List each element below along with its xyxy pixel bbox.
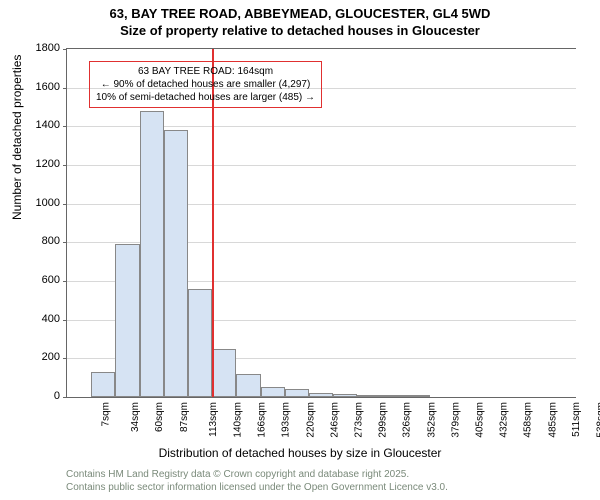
histogram-bar xyxy=(333,394,357,397)
histogram-bar xyxy=(381,395,405,397)
credits: Contains HM Land Registry data © Crown c… xyxy=(66,468,448,494)
histogram-bar xyxy=(309,393,333,397)
y-tick-label: 400 xyxy=(20,313,60,325)
y-axis-label: Number of detached properties xyxy=(10,55,24,220)
x-tick-label: 140sqm xyxy=(233,402,244,438)
x-tick-label: 511sqm xyxy=(571,402,582,437)
histogram-bar xyxy=(406,395,430,397)
y-tick-label: 1800 xyxy=(20,42,60,54)
x-tick-label: 299sqm xyxy=(378,402,389,438)
y-tick-label: 0 xyxy=(20,390,60,402)
credits-line2: Contains public sector information licen… xyxy=(66,481,448,494)
histogram-bar xyxy=(261,387,285,397)
y-tick-label: 1000 xyxy=(20,197,60,209)
annotation-line3: 10% of semi-detached houses are larger (… xyxy=(96,91,315,104)
histogram-bar xyxy=(91,372,115,397)
histogram-bar xyxy=(212,349,236,397)
x-tick-label: 220sqm xyxy=(305,402,316,438)
x-tick-label: 432sqm xyxy=(499,402,510,438)
histogram-bar xyxy=(115,244,139,397)
x-tick-label: 246sqm xyxy=(329,402,340,438)
chart-container: 63, BAY TREE ROAD, ABBEYMEAD, GLOUCESTER… xyxy=(0,0,600,500)
annotation-line2: ← 90% of detached houses are smaller (4,… xyxy=(96,78,315,91)
annotation-line1: 63 BAY TREE ROAD: 164sqm xyxy=(96,65,315,78)
x-axis-label: Distribution of detached houses by size … xyxy=(0,446,600,460)
x-tick-label: 7sqm xyxy=(101,402,112,426)
histogram-bar xyxy=(236,374,260,397)
x-tick-label: 113sqm xyxy=(208,402,219,437)
histogram-bar xyxy=(140,111,164,397)
y-tick-label: 600 xyxy=(20,274,60,286)
plot-area: 63 BAY TREE ROAD: 164sqm← 90% of detache… xyxy=(66,48,576,398)
x-tick-label: 458sqm xyxy=(523,402,534,438)
chart-title: 63, BAY TREE ROAD, ABBEYMEAD, GLOUCESTER… xyxy=(0,0,600,40)
x-tick-label: 34sqm xyxy=(130,402,141,432)
x-tick-label: 405sqm xyxy=(475,402,486,438)
histogram-bar xyxy=(285,389,309,397)
y-tick-label: 1400 xyxy=(20,119,60,131)
x-tick-label: 166sqm xyxy=(257,402,268,438)
credits-line1: Contains HM Land Registry data © Crown c… xyxy=(66,468,448,481)
histogram-bar xyxy=(188,289,212,397)
y-tick-label: 800 xyxy=(20,235,60,247)
y-tick-label: 1600 xyxy=(20,81,60,93)
x-tick-label: 485sqm xyxy=(547,402,558,438)
histogram-bar xyxy=(357,395,381,397)
annotation-callout: 63 BAY TREE ROAD: 164sqm← 90% of detache… xyxy=(89,61,322,108)
y-tick-label: 200 xyxy=(20,351,60,363)
title-line2: Size of property relative to detached ho… xyxy=(0,23,600,40)
title-line1: 63, BAY TREE ROAD, ABBEYMEAD, GLOUCESTER… xyxy=(0,6,600,23)
x-tick-label: 352sqm xyxy=(426,402,437,438)
x-tick-label: 193sqm xyxy=(281,402,292,438)
x-tick-label: 273sqm xyxy=(354,402,365,438)
x-tick-label: 87sqm xyxy=(179,402,190,432)
x-tick-label: 538sqm xyxy=(595,402,600,438)
x-tick-label: 60sqm xyxy=(154,402,165,432)
x-tick-label: 379sqm xyxy=(450,402,461,438)
histogram-bar xyxy=(164,130,188,397)
x-tick-label: 326sqm xyxy=(402,402,413,438)
y-tick-label: 1200 xyxy=(20,158,60,170)
